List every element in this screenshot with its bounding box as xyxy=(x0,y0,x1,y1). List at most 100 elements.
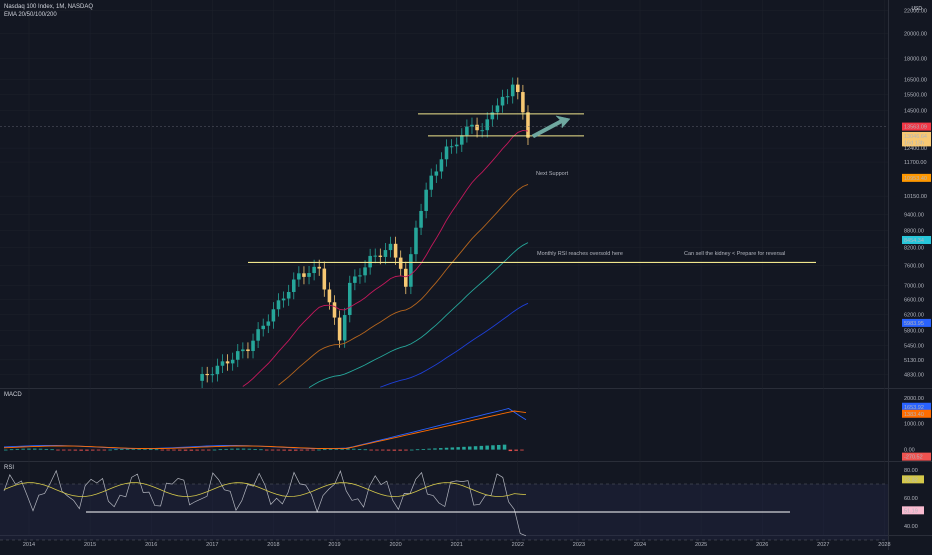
price-label-text: 13563.09 xyxy=(904,125,927,131)
candle-body xyxy=(393,243,398,258)
macd-hist-bar xyxy=(224,448,228,450)
rsi-line xyxy=(3,469,527,537)
macd-hist-bar xyxy=(392,449,397,451)
candle-body xyxy=(434,171,439,176)
macd-hist-bar xyxy=(328,448,333,450)
annotation-next-support: Next Support xyxy=(536,171,569,177)
currency-label: USD xyxy=(911,6,922,12)
macd-histogram xyxy=(4,444,524,452)
price-tick-label: 9400.00 xyxy=(904,213,924,219)
candle-body xyxy=(470,124,474,127)
projection-arrow xyxy=(531,115,571,139)
macd-hist-bar xyxy=(514,449,518,451)
macd-hist-bar xyxy=(247,448,252,450)
macd-hist-bar xyxy=(473,446,478,450)
annotation-reversal: Can sell the kidney < Prepare for revers… xyxy=(684,251,785,257)
year-tick-label: 2021 xyxy=(451,542,463,548)
macd-hist-bar xyxy=(253,448,257,450)
macd-hist-bar xyxy=(340,448,344,450)
macd-hist-bar xyxy=(201,449,205,451)
macd-hist-bar xyxy=(91,449,95,451)
candle-body xyxy=(271,309,276,322)
candle-body xyxy=(200,373,204,381)
price-tick-label: 5800.00 xyxy=(904,328,924,334)
year-tick-label: 2028 xyxy=(878,542,890,548)
candle-body xyxy=(429,175,434,190)
candle-body xyxy=(419,210,423,228)
price-label-badge xyxy=(902,138,931,147)
year-tick-label: 2018 xyxy=(267,542,279,548)
macd-hist-bar xyxy=(479,445,484,450)
macd-pane-label: MACD xyxy=(4,392,22,398)
ema-line xyxy=(308,242,529,388)
macd-hist-bar xyxy=(259,449,263,451)
macd-hist-bar xyxy=(15,448,20,450)
candle-body xyxy=(261,325,265,330)
macd-hist-bar xyxy=(195,449,199,451)
chart-title: Nasdaq 100 Index, 1M, NASDAQ xyxy=(4,4,94,10)
ema-legend: EMA 20/50/100/200 xyxy=(4,12,57,18)
candle-body xyxy=(510,84,515,97)
macd-hist-bar xyxy=(50,449,54,451)
macd-hist-bar xyxy=(450,447,455,450)
candle-body xyxy=(485,119,490,131)
candle-body xyxy=(276,300,281,310)
price-label-badge xyxy=(902,318,931,327)
rsi-value-text: 73.32 xyxy=(904,477,918,483)
macd-hist-bar xyxy=(439,448,443,450)
macd-hist-bar xyxy=(114,449,118,451)
macd-hist-bar xyxy=(282,449,286,451)
candles-group xyxy=(200,77,530,388)
price-label-text: 5983.95 xyxy=(904,321,924,327)
candle-body xyxy=(480,130,484,132)
macd-hist-bar xyxy=(323,449,327,451)
year-tick-label: 2027 xyxy=(817,542,829,548)
macd-hist-bar xyxy=(381,449,385,451)
candle-body xyxy=(327,289,332,303)
price-tick-label: 8800.00 xyxy=(904,228,924,234)
macd-hist-bar xyxy=(218,449,223,451)
candle-body xyxy=(220,361,225,366)
year-tick-label: 2024 xyxy=(634,542,646,548)
ema-line xyxy=(380,302,529,388)
year-tick-label: 2019 xyxy=(328,542,340,548)
candle-body xyxy=(495,105,500,113)
macd-value-text: -270.52 xyxy=(904,455,923,461)
macd-hist-bar xyxy=(375,449,379,451)
candle-body xyxy=(383,250,388,257)
macd-tick-label: 1000.00 xyxy=(904,422,924,428)
macd-hist-bar xyxy=(236,448,240,450)
macd-hist-bar xyxy=(404,449,408,451)
year-tick-label: 2015 xyxy=(84,542,96,548)
macd-hist-bar xyxy=(27,448,31,450)
price-label-text: 16d 13h xyxy=(904,140,924,146)
candle-body xyxy=(312,266,316,274)
price-label-badge xyxy=(902,173,931,182)
macd-hist-bar xyxy=(149,448,153,450)
price-tick-label: 5130.00 xyxy=(904,358,924,364)
macd-hist-bar xyxy=(468,446,472,450)
candle-body xyxy=(409,254,413,287)
candle-body xyxy=(225,361,230,364)
price-tick-label: 6200.00 xyxy=(904,312,924,318)
macd-hist-bar xyxy=(415,449,420,451)
price-tick-label: 4830.00 xyxy=(904,372,924,378)
macd-tick-label: 2000.00 xyxy=(904,396,924,402)
rsi-tick-label: 60.00 xyxy=(904,496,918,502)
macd-hist-bar xyxy=(276,449,281,451)
macd-hist-bar xyxy=(21,448,25,450)
price-tick-label: 16500.00 xyxy=(904,78,927,84)
candle-body xyxy=(246,349,250,352)
macd-hist-bar xyxy=(520,449,524,451)
macd-hist-bar xyxy=(241,448,246,450)
candle-body xyxy=(332,302,337,318)
rsi-ma-line xyxy=(3,482,527,498)
price-tick-label: 10150.00 xyxy=(904,194,927,200)
macd-hist-bar xyxy=(398,449,402,451)
candle-body xyxy=(378,255,383,257)
macd-hist-bar xyxy=(502,444,507,450)
macd-hist-bar xyxy=(352,448,356,450)
candle-body xyxy=(505,96,510,98)
